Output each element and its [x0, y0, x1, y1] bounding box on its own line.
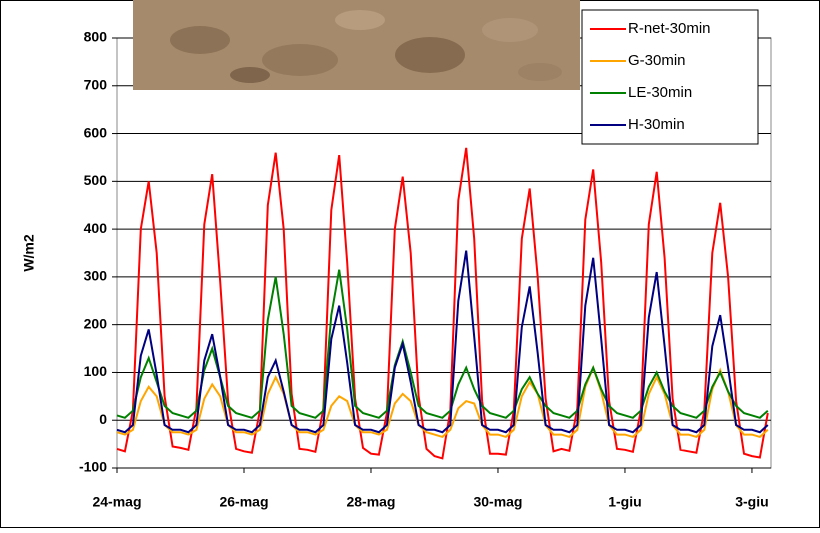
y-tick-label: 500: [84, 172, 108, 188]
y-tick-label: 800: [84, 29, 108, 45]
legend-label: LE-30min: [628, 84, 692, 101]
y-tick-label: 600: [84, 124, 108, 140]
series-line: [116, 147, 769, 460]
series-line: [116, 250, 769, 434]
legend: R-net-30min G-30min LE-30min H-30min: [581, 9, 759, 145]
soil-photo: [133, 0, 580, 90]
y-tick-label: 400: [84, 220, 108, 236]
x-tick-label: 24-mag: [92, 494, 141, 510]
x-tick-label: 26-mag: [219, 494, 268, 510]
y-tick-label: 700: [84, 76, 108, 92]
x-tick-label: 28-mag: [346, 494, 395, 510]
y-tick-label: 200: [84, 315, 108, 331]
legend-label: R-net-30min: [628, 20, 711, 37]
x-tick-label: 1-giu: [608, 494, 641, 510]
series-line: [116, 269, 769, 419]
y-tick-label: 0: [99, 411, 107, 427]
legend-box: [581, 9, 759, 145]
legend-label: G-30min: [628, 52, 686, 69]
y-tick-label: 300: [84, 268, 108, 284]
x-tick-label: 3-giu: [735, 494, 768, 510]
series-line: [116, 364, 769, 439]
legend-label: H-30min: [628, 116, 685, 133]
y-tick-label: 100: [84, 363, 108, 379]
y-tick-label: -100: [79, 459, 107, 475]
x-tick-label: 30-mag: [473, 494, 522, 510]
y-axis-label: W/m2: [21, 234, 37, 272]
